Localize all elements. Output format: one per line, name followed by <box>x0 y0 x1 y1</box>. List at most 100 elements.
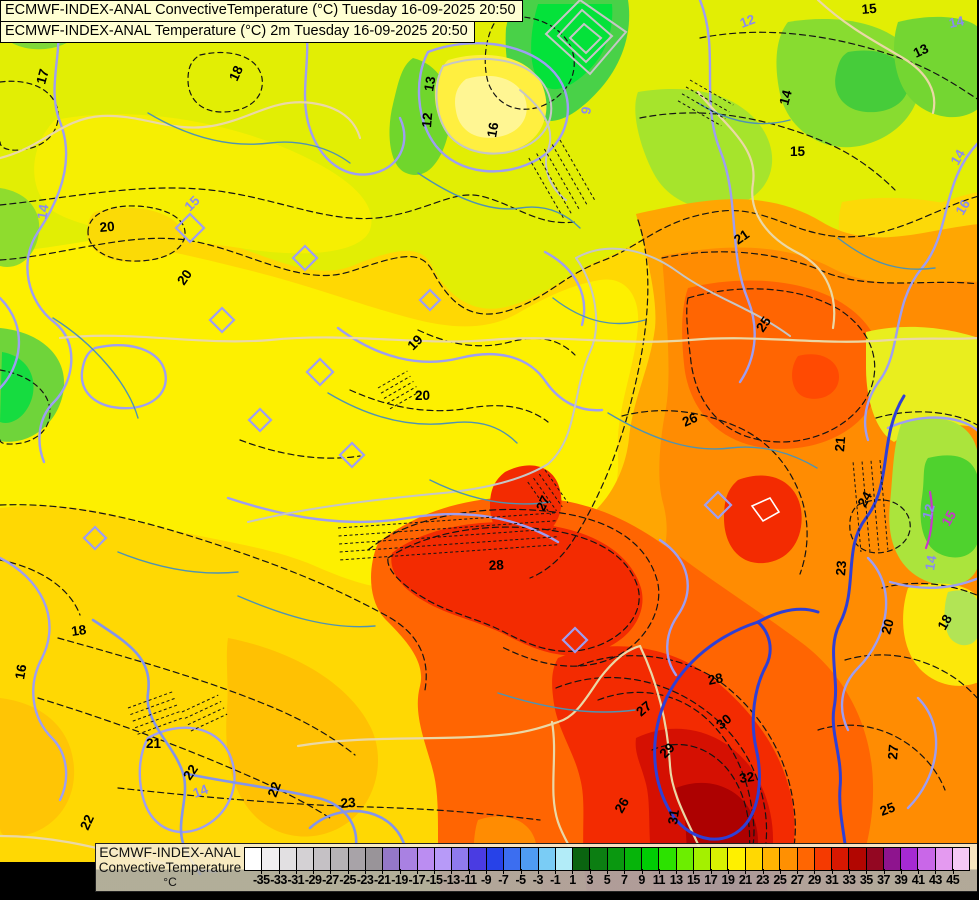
contour-label: 9 <box>578 106 594 116</box>
colorbar-cell <box>883 848 902 870</box>
tick-value: 15 <box>686 873 700 887</box>
contour-label: 32 <box>738 769 755 786</box>
contour-ring <box>338 441 366 469</box>
contour-label: 14 <box>191 781 211 800</box>
tick-mark <box>261 869 263 874</box>
colorbar-cell <box>383 848 401 870</box>
tick-value: 21 <box>738 873 752 887</box>
tick-mark <box>486 869 487 874</box>
contour-label: 22 <box>77 812 97 832</box>
tick-value: 11 <box>652 873 666 887</box>
tick-value: -11 <box>460 873 477 887</box>
colorbar-cell <box>832 848 850 870</box>
tick-mark <box>762 869 764 874</box>
colorbar-cell <box>952 848 970 870</box>
contour-label: 26 <box>612 795 633 816</box>
tick-mark <box>434 869 436 874</box>
legend-parameter-label: ConvectiveTemperature <box>98 860 242 875</box>
tick-value: -33 <box>270 873 287 887</box>
contour-label: 16 <box>484 121 501 139</box>
tick-value: -25 <box>339 873 356 887</box>
contour-label: 15 <box>790 144 806 159</box>
tick-value: -7 <box>498 873 509 887</box>
colorbar-cell <box>728 848 746 870</box>
region-red-right-patch <box>724 475 802 564</box>
colorbar-cell <box>365 848 384 870</box>
tick-value: -23 <box>356 873 374 887</box>
contour-label: 18 <box>935 612 956 633</box>
contour-label: 14 <box>776 88 795 107</box>
colorbar-cell <box>279 848 297 870</box>
contour-label: 13 <box>911 41 931 61</box>
tick-value: 3 <box>586 873 593 887</box>
contour-ring <box>174 212 206 244</box>
colorbar-cell <box>331 848 349 870</box>
colorbar-cell <box>555 848 574 870</box>
tick-mark <box>555 869 557 874</box>
contour-label: 14 <box>922 554 939 572</box>
dense-contour-hatch <box>677 79 734 127</box>
tick-mark <box>676 869 678 874</box>
region-paleyellow-core <box>455 75 527 138</box>
contour-label: 20 <box>99 219 115 235</box>
contour-label: 14 <box>948 13 966 31</box>
dense-contour-hatch <box>527 469 569 516</box>
contour-ring <box>561 626 589 654</box>
contour-label: 18 <box>70 622 87 639</box>
tick-mark <box>399 869 401 874</box>
dense-contour-hatch <box>181 694 228 732</box>
tick-mark <box>503 869 505 874</box>
tick-mark <box>797 869 799 874</box>
contour-label: 14 <box>948 147 969 168</box>
contour-ring <box>82 525 108 551</box>
colorbar-cell <box>624 848 643 870</box>
tick-mark <box>814 869 816 874</box>
tick-mark <box>278 869 280 874</box>
tick-mark <box>347 869 349 874</box>
contour-label: 27 <box>633 698 654 719</box>
tick-mark <box>900 869 902 874</box>
region-green-tr-corner <box>894 16 979 118</box>
colorbar-cell <box>503 848 522 870</box>
colorbar-cell <box>693 848 712 870</box>
colorbar-cell <box>469 848 487 870</box>
colorbar-cell <box>780 848 798 870</box>
contour-label: 12 <box>738 12 757 31</box>
contour-label: 17 <box>33 67 51 85</box>
contour-label: 25 <box>878 799 898 818</box>
legend-label-block: ECMWF-INDEX-ANAL ConvectiveTemperature °… <box>96 844 244 891</box>
tick-value: 27 <box>790 873 804 887</box>
tick-mark <box>952 869 954 874</box>
tick-value: -27 <box>322 873 339 887</box>
colorbar <box>244 847 970 871</box>
contour-ring <box>305 357 335 387</box>
contour-ring <box>418 288 442 312</box>
colorbar-cell <box>296 848 315 870</box>
contour-label: 20 <box>878 617 896 635</box>
contour-label: 27 <box>533 493 553 513</box>
colorbar-cell <box>745 848 763 870</box>
colorbar-cell <box>918 848 936 870</box>
contour-label: 18 <box>226 63 246 83</box>
bottom-black-strip <box>0 892 979 900</box>
tick-mark <box>710 869 712 874</box>
tick-value: -15 <box>425 873 443 887</box>
colorbar-cell <box>607 848 625 870</box>
tick-value: 19 <box>721 873 735 887</box>
tick-mark <box>693 869 695 874</box>
region-green-rightedge-small <box>944 590 979 646</box>
tick-mark <box>468 869 470 874</box>
colorbar-cell <box>762 848 781 870</box>
colorbar-cell <box>417 848 435 870</box>
region-red-central <box>391 522 643 656</box>
contour-label: 27 <box>885 744 901 760</box>
colorbar-cell <box>538 848 556 870</box>
colorbar-cell <box>849 848 867 870</box>
colorbar-cell <box>659 848 677 870</box>
colorbar-cell <box>521 848 539 870</box>
contour-label: 23 <box>833 560 849 577</box>
title-block: ECMWF-INDEX-ANAL ConvectiveTemperature (… <box>0 0 523 43</box>
colorbar-wrap: -35 -33 -31 -29 -27 -25 -23 -21 -19 -17 -15 -13 -11-… <box>244 844 970 891</box>
tick-value: 17 <box>704 873 718 887</box>
